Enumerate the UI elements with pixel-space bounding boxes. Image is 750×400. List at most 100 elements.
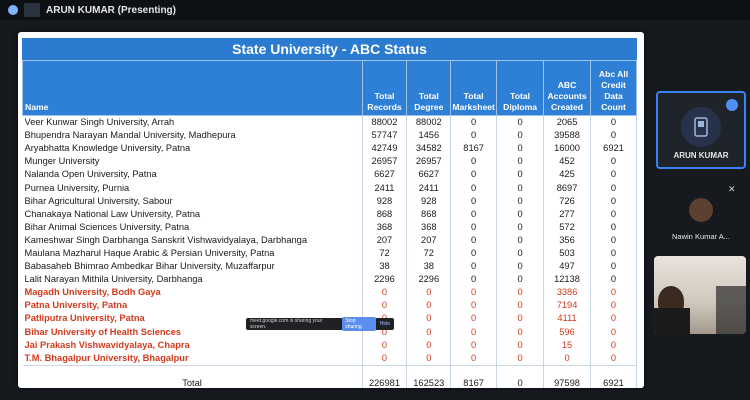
value-cell: 0 [496, 299, 545, 313]
value-cell: 0 [406, 325, 452, 339]
value-cell: 26957 [362, 155, 408, 169]
value-cell: 0 [496, 129, 545, 143]
header-row: Name Total Records Total Degree Total Marks… [22, 60, 637, 116]
table-row: Veer Kunwar Singh University, Arrah 88002… [22, 115, 637, 130]
value-cell: 42749 [362, 142, 408, 156]
stop-sharing-button[interactable]: Stop sharing [342, 317, 376, 331]
column-header: Name [22, 60, 363, 116]
value-cell: 0 [496, 142, 545, 156]
value-cell: 0 [450, 181, 498, 195]
mic-speaking-icon [726, 99, 738, 111]
presenter-indicator: ARUN KUMAR (Presenting) [8, 2, 176, 18]
value-cell: 0 [496, 273, 545, 287]
hide-share-bar-button[interactable]: Hide [379, 321, 390, 327]
university-name-cell: Patna University, Patna [22, 299, 363, 313]
value-cell: 0 [496, 115, 545, 130]
table-row: Babasaheb Bhimrao Ambedkar Bihar Univers… [22, 260, 637, 274]
value-cell: 6627 [362, 168, 408, 182]
value-cell: 2296 [406, 273, 452, 287]
value-cell: 0 [590, 115, 637, 130]
university-name-cell: Babasaheb Bhimrao Ambedkar Bihar Univers… [22, 260, 363, 274]
table-row: Nalanda Open University, Patna 6627 6627 0 0… [22, 168, 637, 182]
video-person-body [654, 308, 690, 334]
total-value-cell: 8167 [450, 364, 498, 388]
device-icon [694, 117, 708, 137]
university-name-cell: Bhupendra Narayan Mandal University, Mad… [22, 129, 363, 143]
value-cell: 0 [496, 168, 545, 182]
value-cell: 0 [590, 312, 637, 326]
value-cell: 2296 [362, 273, 408, 287]
value-cell: 8167 [450, 142, 498, 156]
value-cell: 572 [543, 220, 592, 234]
value-cell: 0 [590, 286, 637, 300]
table-row: Patliputra University, Patna000041110 [22, 312, 637, 326]
value-cell: 39588 [543, 129, 592, 143]
column-header: Total Marksheet [450, 60, 498, 116]
university-name-cell: Bihar Animal Sciences University, Patna [22, 220, 363, 234]
table-row: T.M. Bhagalpur University, Bhagalpur 0 0 0 0… [22, 351, 637, 366]
value-cell: 0 [406, 338, 452, 352]
share-message: meet.google.com is sharing your screen. [250, 318, 323, 330]
value-cell: 3386 [543, 286, 592, 300]
camera-video-tile[interactable] [654, 256, 746, 334]
column-header: ABC Accounts Created [543, 60, 592, 116]
value-cell: 12138 [543, 273, 592, 287]
participant-tile-arun-kumar[interactable]: ARUN KUMAR [656, 91, 746, 169]
value-cell: 0 [496, 338, 545, 352]
total-value-cell: 97598 [543, 364, 592, 388]
value-cell: 0 [406, 299, 452, 313]
value-cell: 0 [406, 312, 452, 326]
table-row: Magadh University, Bodh Gaya 0 0 0 0 3386 0 [22, 286, 637, 300]
value-cell: 0 [450, 260, 498, 274]
value-cell: 0 [496, 325, 545, 339]
meeting-top-bar: ARUN KUMAR (Presenting) [0, 0, 750, 20]
value-cell: 868 [362, 207, 408, 221]
value-cell: 0 [450, 233, 498, 247]
university-name-cell: Bihar Agricultural University, Sabour [22, 194, 363, 208]
total-value-cell: 226981 [362, 364, 408, 388]
value-cell: 0 [590, 338, 637, 352]
shared-spreadsheet: State University - ABC Status Name Total … [18, 32, 644, 388]
value-cell: 0 [496, 194, 545, 208]
value-cell: 0 [590, 299, 637, 313]
value-cell: 207 [362, 233, 408, 247]
value-cell: 0 [362, 286, 408, 300]
value-cell: 34582 [406, 142, 452, 156]
table-row: Chanakaya National Law University, Patna… [22, 207, 637, 221]
value-cell: 88002 [362, 115, 408, 130]
sheet-title: State University - ABC Status [22, 38, 637, 60]
total-value-cell: 0 [496, 364, 545, 388]
value-cell: 0 [406, 286, 452, 300]
column-header: Abc All Credit Data Count [590, 60, 637, 116]
value-cell: 38 [406, 260, 452, 274]
value-cell: 0 [362, 299, 408, 313]
value-cell: 72 [362, 246, 408, 261]
value-cell: 2411 [362, 181, 408, 195]
table-row: Bhupendra Narayan Mandal University, Mad… [22, 129, 637, 143]
value-cell: 0 [496, 286, 545, 300]
university-name-cell: Kameshwar Singh Darbhanga Sanskrit Vishw… [22, 233, 363, 247]
university-name-cell: Purnea University, Purnia [22, 181, 363, 195]
value-cell: 0 [496, 207, 545, 221]
value-cell: 425 [543, 168, 592, 182]
value-cell: 0 [590, 273, 637, 287]
value-cell: 0 [450, 246, 498, 261]
value-cell: 0 [450, 168, 498, 182]
value-cell: 497 [543, 260, 592, 274]
participant-tile-nawin-kumar[interactable]: ✕ Nawin Kumar A... [656, 182, 746, 248]
value-cell: 0 [590, 246, 637, 261]
table-row: Maulana Mazharul Haque Arabic & Persian … [22, 246, 637, 261]
university-name-cell: Lalit Narayan Mithila University, Darbha… [22, 273, 363, 287]
value-cell: 0 [450, 273, 498, 287]
value-cell: 0 [590, 207, 637, 221]
total-value-cell: 162523 [406, 364, 452, 388]
value-cell: 368 [406, 220, 452, 234]
table-row: Bihar Animal Sciences University, Patna 3… [22, 220, 637, 234]
value-cell: 16000 [543, 142, 592, 156]
table-body: Veer Kunwar Singh University, Arrah 88002… [22, 115, 637, 388]
value-cell: 0 [450, 194, 498, 208]
value-cell: 0 [450, 338, 498, 352]
participant-photo [689, 198, 713, 222]
value-cell: 0 [450, 220, 498, 234]
value-cell: 1456 [406, 129, 452, 143]
